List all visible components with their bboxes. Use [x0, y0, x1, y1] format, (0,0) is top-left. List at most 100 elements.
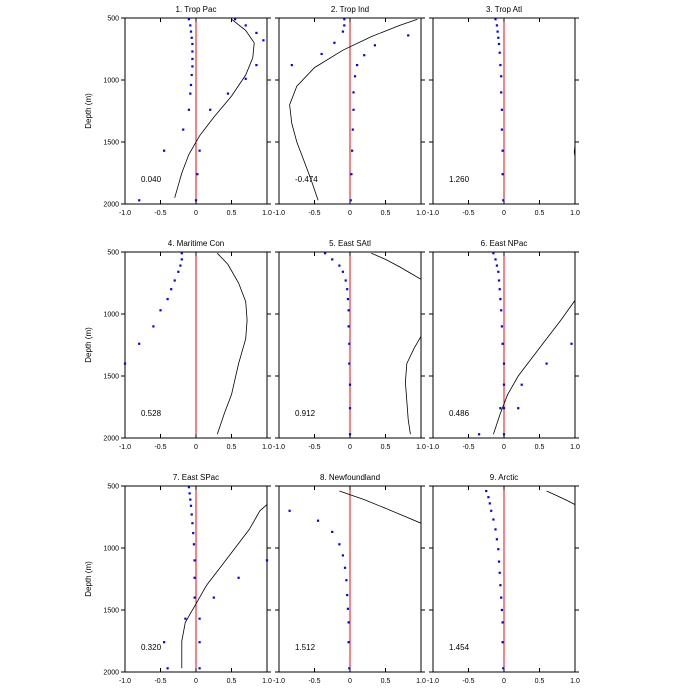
data-point — [499, 407, 502, 410]
data-point — [501, 149, 504, 152]
data-point — [500, 128, 503, 131]
data-point — [196, 173, 199, 176]
panel-1: 1. Trop Pac -1.0 -0.5 0 0.5 1.0 500 1000 1500 200… — [84, 5, 272, 217]
data-point — [265, 559, 269, 562]
x-tick-label: 1.0 — [416, 444, 426, 451]
data-point — [502, 362, 506, 365]
data-point — [346, 607, 349, 610]
data-point — [138, 199, 141, 202]
x-tick-label: 1.0 — [570, 444, 580, 451]
data-point — [187, 108, 190, 111]
panel-title: 7. East SPac — [173, 473, 219, 482]
x-tick-label: 0 — [348, 678, 352, 685]
data-point — [351, 128, 354, 131]
data-point — [497, 270, 500, 273]
data-point — [255, 64, 258, 67]
data-point — [349, 199, 352, 202]
data-point — [545, 362, 548, 365]
data-point — [209, 108, 212, 111]
x-tick-label: 0.5 — [535, 444, 545, 451]
panel-annotation: 0.040 — [141, 175, 162, 184]
y-tick-label: 2000 — [103, 436, 119, 443]
data-point — [331, 530, 334, 533]
data-point — [478, 433, 481, 436]
profile-curve — [573, 145, 575, 157]
x-tick-label: 0.5 — [227, 444, 237, 451]
x-tick-label: 0.5 — [381, 678, 391, 685]
data-point — [166, 667, 169, 670]
x-tick-label: -1.0 — [119, 210, 131, 217]
data-point — [320, 52, 323, 56]
data-point — [348, 433, 352, 436]
x-tick-label: 0.5 — [227, 210, 237, 217]
data-point — [198, 667, 201, 670]
panel-grid: 1. Trop Pac -1.0 -0.5 0 0.5 1.0 500 1000 1500 200… — [84, 5, 580, 685]
x-tick-label: -0.5 — [154, 678, 166, 685]
data-point — [138, 342, 141, 345]
data-point — [193, 559, 196, 562]
data-point — [494, 528, 497, 531]
data-point — [348, 383, 352, 386]
x-tick-label: 1.0 — [570, 210, 580, 217]
data-point — [499, 298, 502, 301]
data-point — [498, 51, 501, 54]
data-point — [338, 264, 341, 267]
data-point — [189, 92, 192, 95]
data-point — [497, 42, 501, 46]
data-point — [338, 543, 341, 546]
data-point — [180, 252, 183, 255]
data-point — [191, 65, 194, 68]
x-tick-label: 1.0 — [262, 444, 272, 451]
data-point — [189, 504, 193, 507]
panel-title: 5. East SAtl — [329, 239, 371, 248]
profile-curve — [181, 504, 267, 669]
panel-6: 6. East NPac -1.0 -0.5 0 0.5 1.0 0.486 — [427, 239, 580, 451]
data-point — [244, 77, 247, 80]
data-point — [262, 39, 265, 42]
data-point — [345, 579, 348, 582]
data-point — [487, 496, 490, 499]
data-point — [189, 24, 192, 27]
data-point — [502, 199, 505, 202]
profile-curve — [339, 490, 421, 524]
data-point — [500, 325, 503, 328]
data-point — [159, 309, 162, 312]
x-tick-label: -1.0 — [119, 678, 131, 685]
data-point — [351, 149, 354, 152]
y-axis-label: Depth (m) — [84, 561, 93, 597]
data-point — [485, 489, 488, 493]
data-point — [187, 486, 190, 489]
x-tick-label: -0.5 — [462, 444, 474, 451]
y-axis-label: Depth (m) — [84, 93, 93, 129]
panel-annotation: 1.454 — [449, 643, 470, 652]
data-point — [352, 108, 355, 111]
x-tick-label: 0.5 — [381, 210, 391, 217]
data-point — [363, 54, 366, 57]
x-tick-label: 0.5 — [227, 678, 237, 685]
panel-annotation: 0.528 — [141, 409, 162, 418]
panel-annotation: 0.320 — [141, 643, 162, 652]
panel-annotation: 1.260 — [449, 175, 470, 184]
data-point — [499, 584, 502, 587]
data-point — [344, 279, 347, 282]
data-point — [352, 91, 355, 94]
data-point — [499, 64, 502, 67]
data-point — [346, 288, 349, 291]
panel-8: 8. Newfoundland -1.0 -0.5 0 0.5 1.0 1.512 — [273, 473, 426, 685]
data-point — [500, 75, 503, 78]
data-point — [316, 519, 320, 522]
panel-title: 6. East NPac — [481, 239, 528, 248]
data-point — [500, 309, 503, 312]
data-point — [237, 576, 240, 579]
y-tick-label: 500 — [107, 484, 119, 491]
data-point — [500, 91, 503, 94]
data-point — [192, 543, 195, 546]
data-point — [346, 594, 349, 597]
x-tick-label: 1.0 — [416, 678, 426, 685]
data-point — [255, 31, 258, 34]
data-point — [497, 279, 501, 282]
x-tick-label: 0 — [502, 444, 506, 451]
data-point — [500, 608, 503, 612]
x-tick-label: -1.0 — [273, 444, 285, 451]
